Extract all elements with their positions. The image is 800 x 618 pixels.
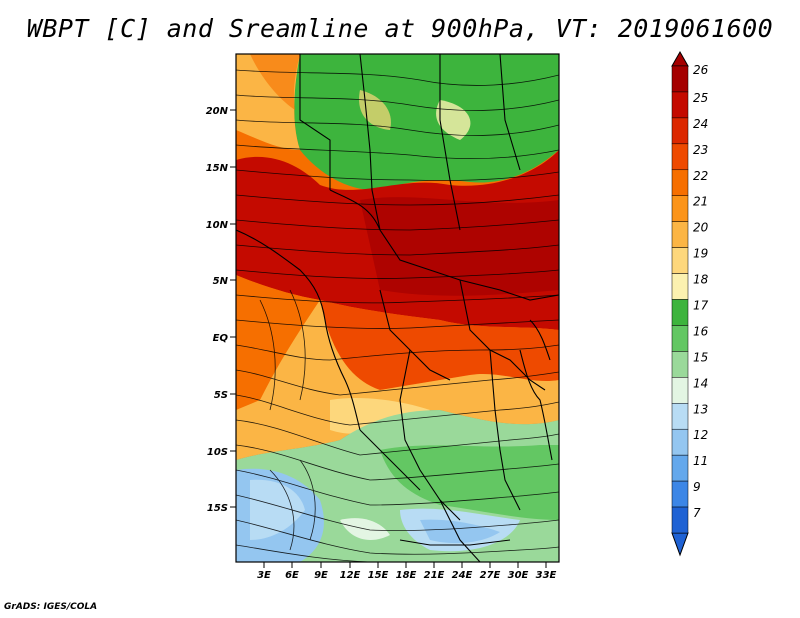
colorbar-top-arrow: [671, 50, 689, 67]
colorbar-swatch: [671, 273, 689, 300]
map-frame: [235, 53, 560, 563]
colorbar-label: 25: [693, 91, 708, 105]
lat-label: 15N: [206, 163, 229, 174]
lon-label: 24E: [452, 570, 473, 581]
colorbar-label: 21: [693, 195, 708, 209]
chart-title: WBPT [C] and Sreamline at 900hPa, VT: 20…: [26, 14, 774, 43]
colorbar-swatch: [671, 454, 689, 482]
lat-label: 20N: [206, 106, 229, 117]
latitude-axis: 20N 15N 10N 5N EQ 5S 10S 15S: [206, 106, 236, 514]
lat-tick-10N: 10N: [206, 220, 236, 231]
colorbar-swatch: [671, 377, 689, 404]
colorbar-swatch: [671, 143, 689, 171]
colorbar-label: 17: [693, 299, 709, 313]
grads-credit: GrADS: IGES/COLA: [4, 602, 98, 612]
lon-tick-12E: 12E: [340, 562, 361, 581]
lon-label: 3E: [257, 570, 271, 581]
lat-tick-15N: 15N: [206, 163, 236, 174]
lon-tick-27E: 27E: [480, 562, 501, 581]
colorbar-label: 11: [693, 454, 708, 468]
colorbar-swatch: [671, 91, 689, 119]
colorbar-label: 24: [693, 117, 708, 131]
lat-tick-5N: 5N: [213, 276, 236, 287]
colorbar-swatch: [671, 480, 689, 508]
colorbar-label: 12: [693, 428, 708, 442]
colorbar-swatch: [671, 195, 689, 222]
colorbar-label: 18: [693, 273, 709, 287]
lon-label: 15E: [368, 570, 389, 581]
lon-label: 21E: [424, 570, 445, 581]
colorbar-label: 14: [693, 376, 708, 390]
lon-tick-9E: 9E: [314, 562, 328, 581]
borders: [236, 54, 559, 562]
lon-tick-33E: 33E: [536, 562, 557, 581]
lat-label: 5N: [213, 276, 229, 287]
colorbar-label: 26: [693, 63, 709, 77]
lat-tick-15S: 15S: [207, 503, 236, 514]
lon-tick-24E: 24E: [452, 562, 473, 581]
lon-tick-15E: 15E: [368, 562, 389, 581]
lat-label: 10S: [207, 447, 228, 458]
lat-tick-EQ: EQ: [213, 333, 236, 344]
temperature-field: [236, 54, 559, 562]
colorbar-swatch: [671, 65, 689, 93]
longitude-axis: 3E 6E 9E 12E 15E 18E 21E 24E 27E 30E 33E: [257, 562, 557, 581]
colorbar-swatch: [671, 506, 689, 534]
colorbar-label: 7: [693, 506, 701, 520]
lon-label: 33E: [536, 570, 557, 581]
colorbar-label: 15: [693, 350, 708, 364]
colorbar-swatch: [671, 299, 689, 326]
colorbar-swatch: [671, 403, 689, 430]
lon-tick-3E: 3E: [257, 562, 271, 581]
streamlines: [236, 69, 559, 562]
lon-label: 18E: [396, 570, 417, 581]
colorbar-swatch: [671, 169, 689, 196]
lat-label: 10N: [206, 220, 229, 231]
colorbar-swatch: [671, 247, 689, 274]
colorbar-swatch: [671, 351, 689, 378]
lon-label: 12E: [340, 570, 361, 581]
lat-tick-10S: 10S: [207, 447, 236, 458]
lat-label: 15S: [207, 503, 228, 514]
colorbar-swatch: [671, 117, 689, 145]
lat-tick-5S: 5S: [214, 390, 236, 401]
colorbar-label: 16: [693, 324, 709, 338]
lat-label: EQ: [213, 333, 229, 344]
lon-tick-21E: 21E: [424, 562, 445, 581]
colorbar-label: 19: [693, 247, 708, 261]
colorbar-label: 23: [693, 143, 708, 157]
colorbar-label: 20: [693, 221, 709, 235]
colorbar-label: 9: [693, 480, 701, 494]
colorbar: 26 25 24 23 22 21 20 19 18 17 16 15 14 13 12 11 9 7: [671, 50, 709, 557]
lat-label: 5S: [214, 390, 228, 401]
lat-tick-20N: 20N: [206, 106, 236, 117]
colorbar-swatch: [671, 325, 689, 352]
lon-label: 30E: [508, 570, 529, 581]
lon-label: 6E: [285, 570, 299, 581]
colorbar-label: 13: [693, 402, 708, 416]
lon-label: 27E: [480, 570, 501, 581]
lon-tick-18E: 18E: [396, 562, 417, 581]
colorbar-swatch: [671, 221, 689, 248]
colorbar-bottom-arrow: [671, 532, 689, 557]
colorbar-label: 22: [693, 169, 708, 183]
lon-label: 9E: [314, 570, 328, 581]
lon-tick-30E: 30E: [508, 562, 529, 581]
colorbar-swatch: [671, 428, 689, 456]
lon-tick-6E: 6E: [285, 562, 299, 581]
